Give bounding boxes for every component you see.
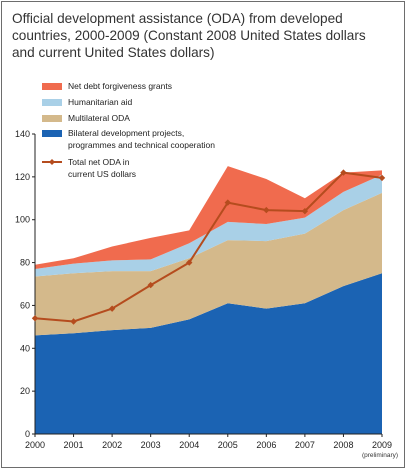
x-note-label: (preliminary) [362, 452, 398, 459]
legend-swatch [42, 99, 62, 106]
area-series-2 [35, 174, 382, 277]
y-tick-label: 100 [15, 215, 30, 225]
area-series-1 [35, 192, 382, 336]
line-point [70, 318, 77, 325]
y-tick-label: 40 [20, 343, 30, 353]
line-point [301, 207, 309, 215]
legend-swatch-marker [49, 159, 55, 165]
x-tick-label: 2000 [25, 440, 45, 450]
x-tick-label: 2009 [372, 440, 392, 450]
x-tick-label: 2006 [256, 440, 276, 450]
x-tick-label: 2008 [333, 440, 353, 450]
line-point [108, 305, 116, 312]
line-series [34, 171, 383, 323]
x-tick-label: 2004 [179, 440, 199, 450]
y-tick-label: 140 [15, 129, 30, 139]
line-point [378, 174, 386, 182]
chart-title: Official development assistance (ODA) fr… [12, 11, 366, 60]
legend-swatch [42, 130, 62, 137]
line-point [186, 259, 193, 266]
line-point [224, 199, 231, 206]
legend-label: Humanitarian aid [68, 97, 133, 107]
legend-swatch [42, 115, 62, 122]
x-tick-label: 2005 [218, 440, 238, 450]
legend-label: Multilateral ODA [68, 113, 130, 123]
y-tick-label: 80 [20, 258, 30, 268]
y-tick-label: 20 [20, 386, 30, 396]
legend-swatch [42, 83, 62, 90]
y-tick-label: 60 [20, 300, 30, 310]
legend-label: Total net ODA in current US dollars [68, 157, 136, 179]
legend-label: Bilateral development projects, programme… [68, 128, 215, 150]
y-tick-label: 120 [15, 172, 30, 182]
line-point [340, 169, 347, 176]
y-tick-label: 0 [25, 429, 30, 439]
area-series-0 [35, 273, 382, 434]
line-point [263, 206, 270, 214]
area-series-3 [35, 166, 382, 269]
legend-label: Net debt forgiveness grants [68, 81, 172, 91]
x-tick-label: 2001 [64, 440, 84, 450]
line-point [147, 281, 154, 289]
line-point [31, 315, 39, 322]
x-tick-label: 2003 [141, 440, 161, 450]
x-tick-label: 2007 [295, 440, 315, 450]
x-tick-label: 2002 [102, 440, 122, 450]
